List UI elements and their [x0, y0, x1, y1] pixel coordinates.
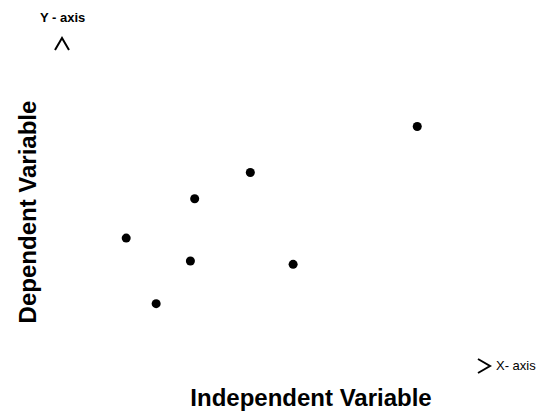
svg-text:Independent Variable: Independent Variable — [190, 384, 431, 411]
svg-text:Dependent Variable: Dependent Variable — [14, 101, 41, 324]
svg-text:Y - axis: Y - axis — [40, 10, 85, 25]
svg-text:X- axis: X- axis — [496, 358, 536, 373]
